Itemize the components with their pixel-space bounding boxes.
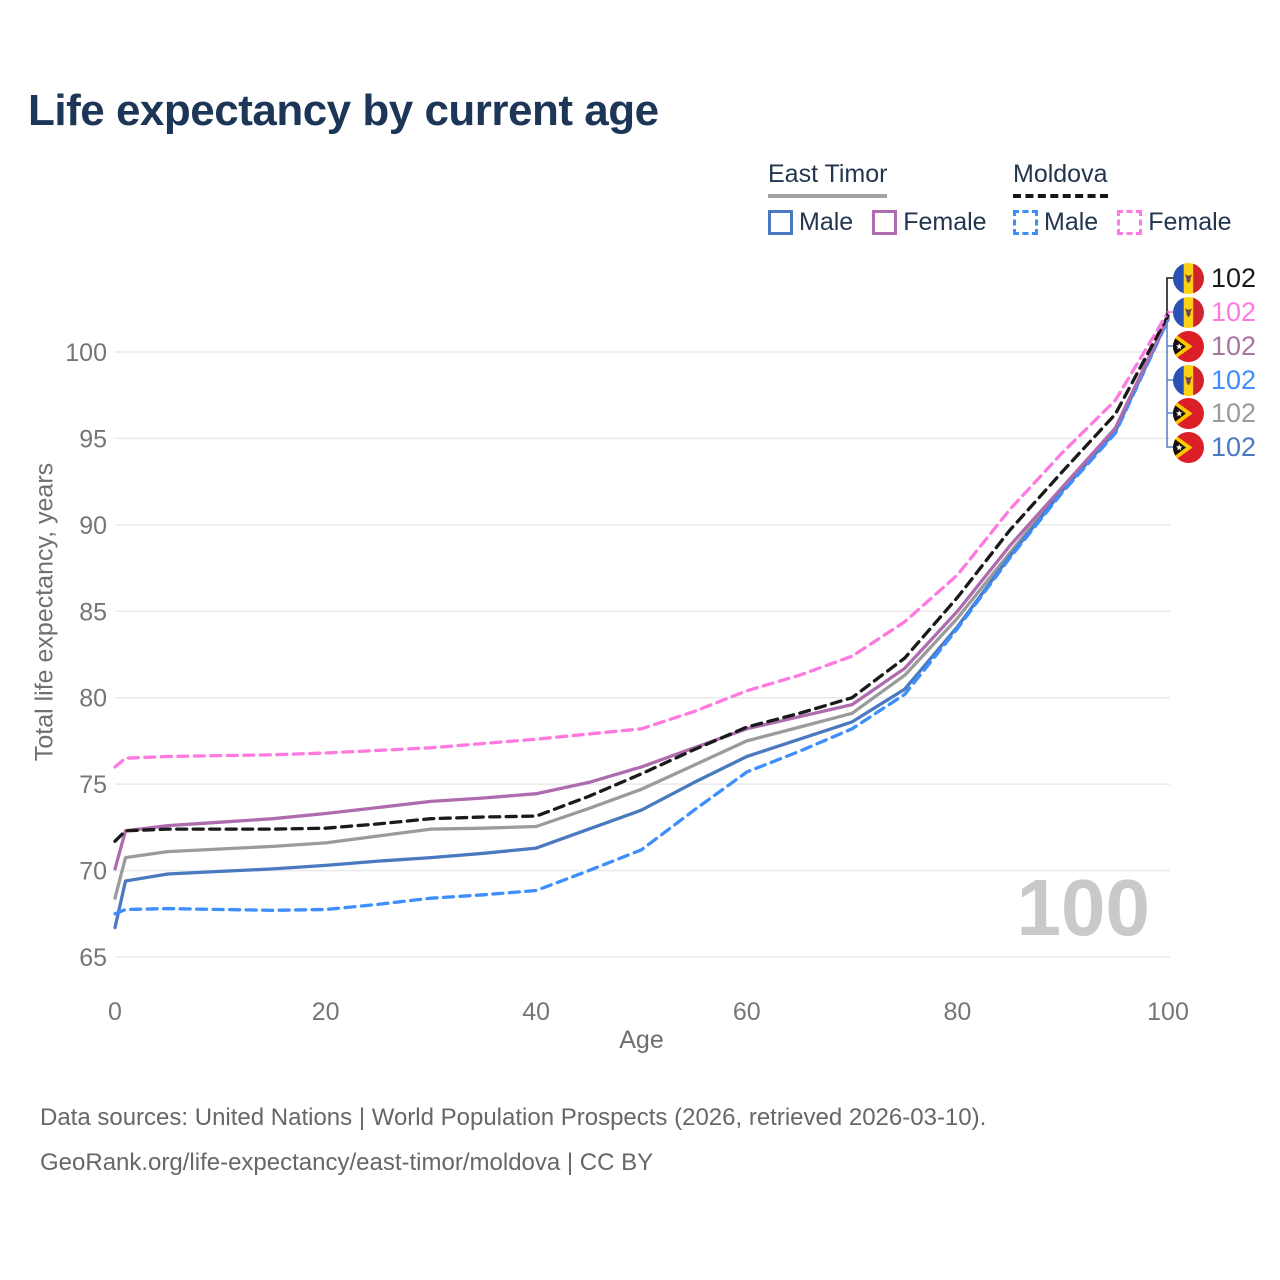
y-tick-label-65: 65 [79,944,107,972]
legend-label: Male [799,208,854,236]
legend-items-east-timor: Male Female [768,208,987,237]
east-timor-female-swatch [872,210,898,235]
end-value-label: 102 [1211,364,1257,395]
legend-item-east-timor-male[interactable]: Male [768,208,853,237]
data-sources-text: Data sources: United Nations | World Pop… [40,1104,987,1131]
series-line-east-timor-both-sexes [113,316,1170,900]
attribution-link-text[interactable]: GeoRank.org/life-expectancy/east-timor/m… [40,1149,654,1176]
moldova-flag-icon [1173,263,1204,294]
east-timor-flag-icon [1173,331,1204,362]
legend-label: Male [1044,208,1099,236]
x-axis-title: Age [619,1026,664,1054]
end-label-row: 102 [1173,329,1256,363]
age-watermark: 100 [1016,863,1150,952]
legend-country-moldova: Moldova [1013,160,1108,198]
x-tick-label-0: 0 [108,998,122,1026]
x-tick-label-60: 60 [733,998,761,1026]
page-title: Life expectancy by current age [28,86,659,135]
y-tick-label-95: 95 [79,425,107,453]
end-label-row: 102 [1173,261,1256,295]
x-tick-label-80: 80 [943,998,971,1026]
y-tick-label-80: 80 [79,685,107,713]
y-axis-title: Total life expectancy, years [30,462,59,762]
east-timor-flag-icon [1173,432,1204,463]
end-label-row: 102 [1173,396,1256,430]
moldova-flag-icon [1173,297,1204,328]
y-tick-label-100: 100 [65,339,107,367]
end-value-label: 102 [1211,262,1257,293]
legend-country-east-timor: East Timor [768,160,888,198]
end-label-row: 102 [1173,363,1256,397]
moldova-flag-icon [1173,365,1204,396]
end-label-row: 102 [1173,295,1256,329]
series-line-moldova-female [113,310,1170,769]
legend-label: Female [903,208,987,236]
legend-item-east-timor-female[interactable]: Female [872,208,987,237]
end-value-label: 102 [1211,397,1257,428]
moldova-male-swatch [1013,210,1038,235]
series-line-moldova-male [113,318,1170,916]
legend-items-moldova: Male Female [1013,208,1232,237]
x-tick-label-40: 40 [522,998,550,1026]
footer: Data sources: United Nations | World Pop… [40,1104,986,1194]
end-value-label: 102 [1211,431,1257,462]
series-line-east-timor-female [113,315,1170,871]
x-tick-label-20: 20 [312,998,340,1026]
legend-group-moldova: Moldova Male Female [1013,160,1232,237]
x-tick-label-100: 100 [1147,998,1189,1026]
legend-item-moldova-female[interactable]: Female [1117,208,1232,237]
east-timor-flag-icon [1173,398,1204,429]
moldova-female-swatch [1117,210,1143,235]
y-tick-label-90: 90 [79,512,107,540]
end-value-label: 102 [1211,330,1257,361]
east-timor-male-swatch [768,210,793,235]
series-line-moldova-both-sexes [113,314,1170,843]
end-label-row: 102 [1173,430,1256,464]
series-line-east-timor-male [113,317,1170,930]
legend-group-east-timor: East Timor Male Female [768,160,987,237]
leader-line-blue [1166,320,1174,448]
end-value-label: 102 [1211,296,1257,327]
y-tick-label-75: 75 [79,771,107,799]
y-tick-label-70: 70 [79,858,107,886]
legend-label: Female [1148,208,1232,236]
leader-line-black [1166,277,1174,316]
y-tick-label-85: 85 [79,598,107,626]
legend-item-moldova-male[interactable]: Male [1013,208,1098,237]
